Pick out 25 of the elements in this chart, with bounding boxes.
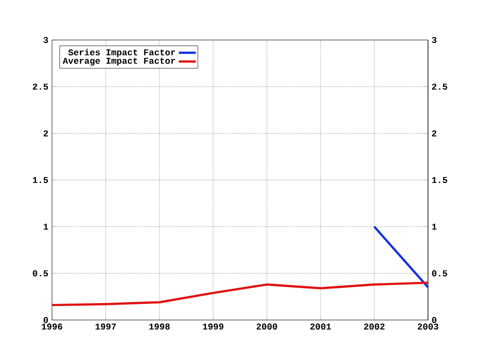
x-tick-label: 1999 xyxy=(202,324,224,330)
y-tick-label: 0 xyxy=(44,316,48,324)
y2-tick-label: 1 xyxy=(432,224,437,230)
line-series xyxy=(52,282,428,306)
x-tick-label: 1996 xyxy=(42,324,62,330)
y2-tick-label: 3 xyxy=(432,36,436,44)
y2-tick-label: 0.5 xyxy=(432,270,448,276)
y-tick-label: 2 xyxy=(44,130,48,136)
x-tick-label: 2003 xyxy=(418,324,438,330)
legend-label: Average Impact Factor xyxy=(62,58,176,66)
y-tick-label: 1.5 xyxy=(32,177,48,183)
y2-tick-label: 2 xyxy=(432,130,436,136)
y2-tick-label: 1.5 xyxy=(432,177,448,183)
x-tick-label: 2001 xyxy=(310,324,331,330)
y2-tick-label: 2.5 xyxy=(432,84,448,90)
y-tick-label: 1 xyxy=(44,224,48,230)
y2-tick-label: 0 xyxy=(432,316,436,324)
x-tick-label: 1998 xyxy=(149,324,170,330)
x-tick-label: 2002 xyxy=(364,324,385,330)
y-tick-label: 3 xyxy=(44,36,48,44)
y-tick-label: 0.5 xyxy=(32,270,48,276)
x-tick-label: 2000 xyxy=(256,324,278,330)
legend-label: Series Impact Factor xyxy=(68,48,176,58)
x-tick-label: 1997 xyxy=(96,324,116,330)
y-tick-label: 2.5 xyxy=(32,84,48,90)
